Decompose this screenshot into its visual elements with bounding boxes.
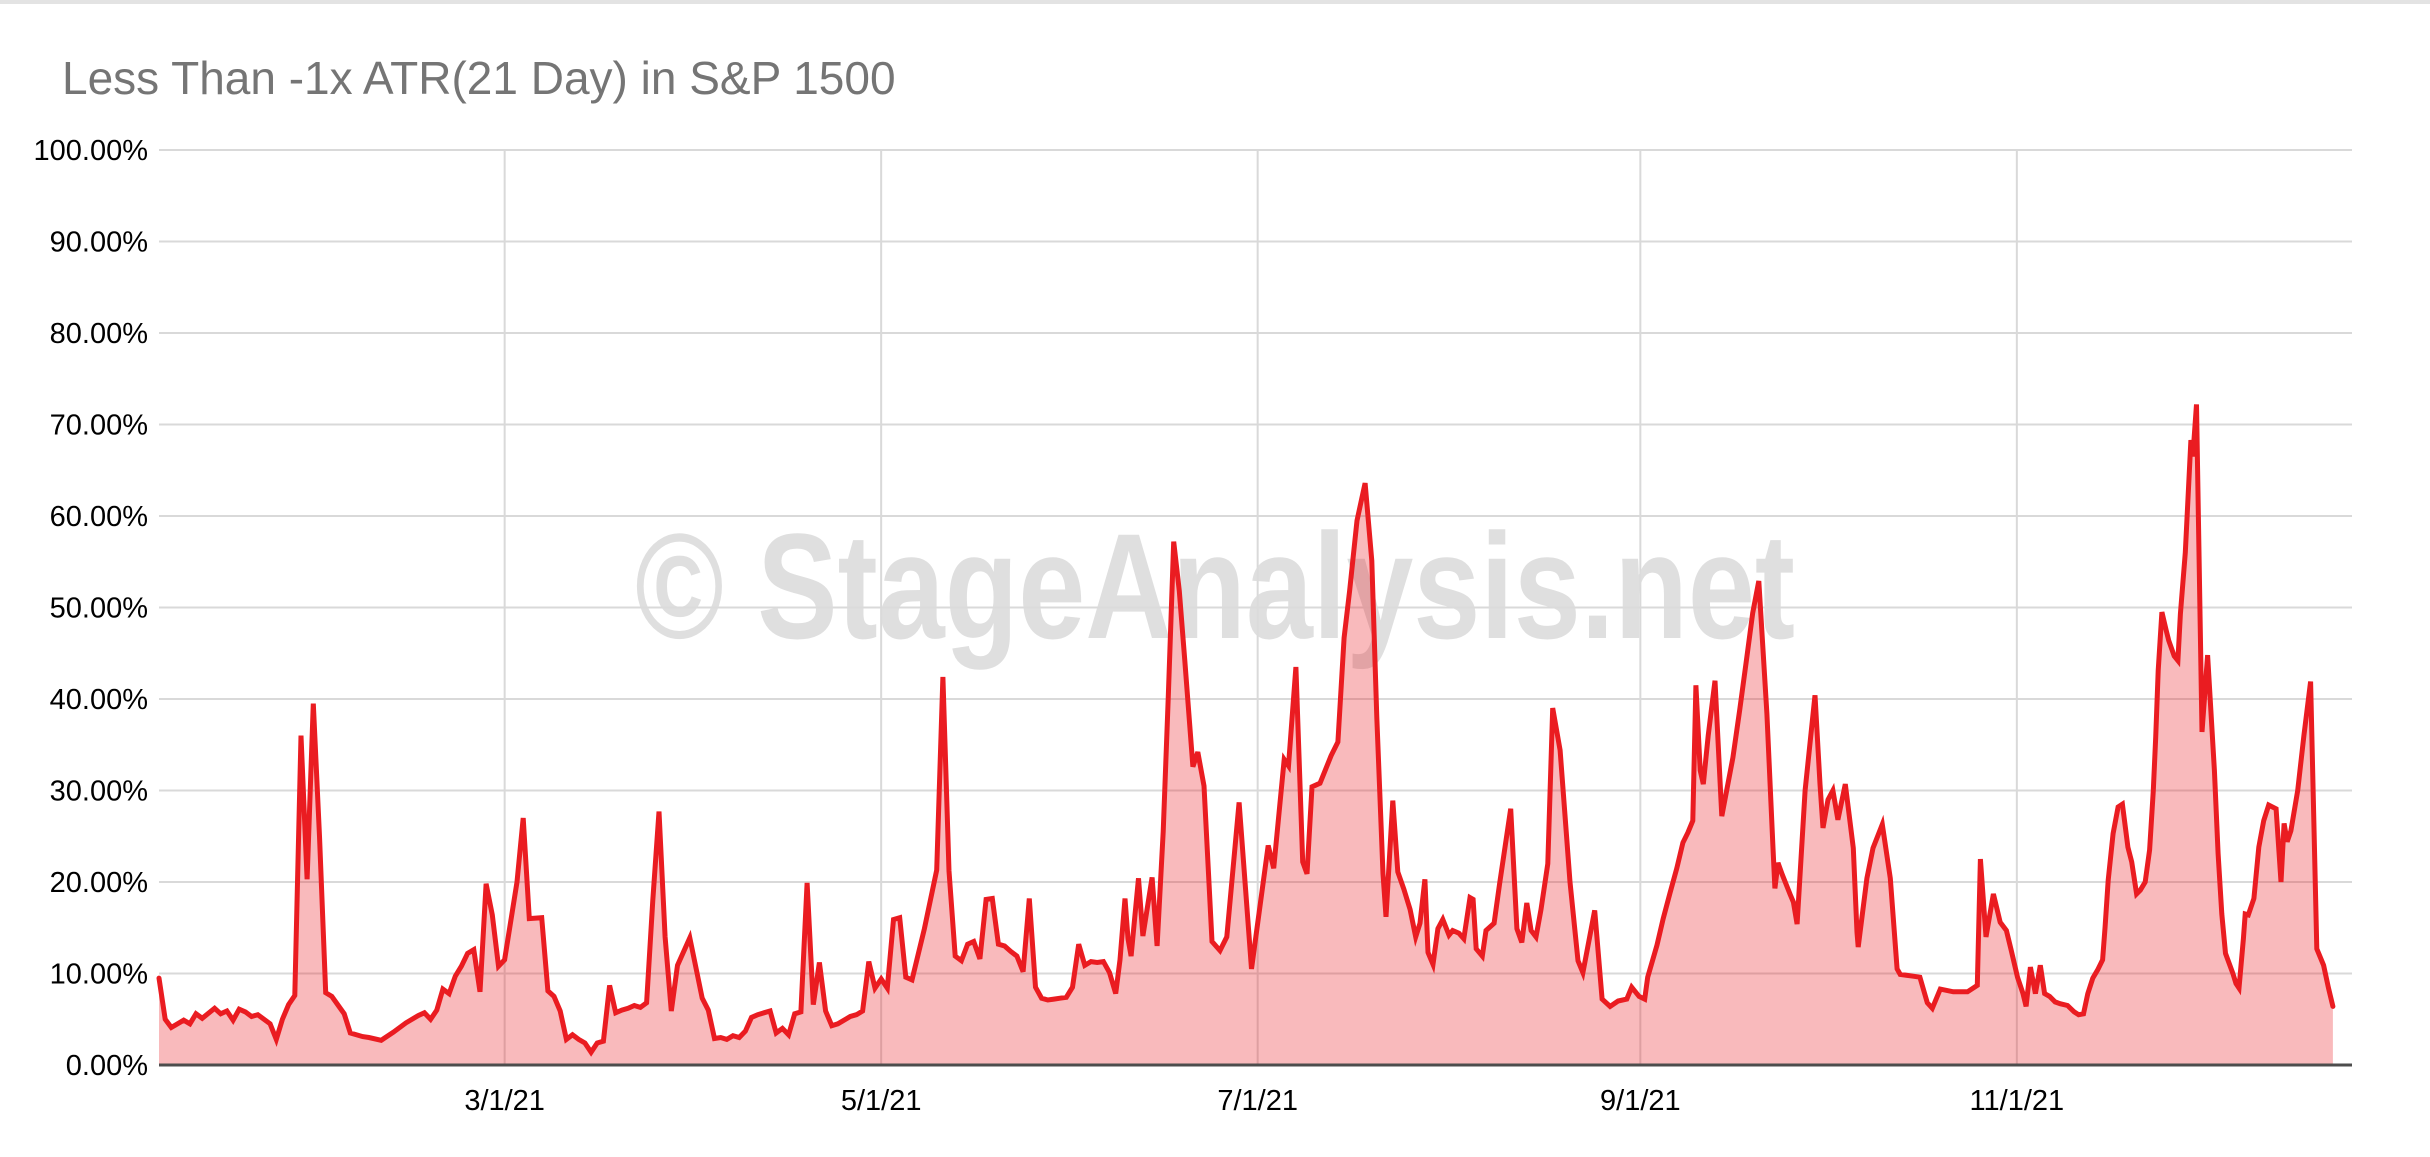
x-axis-tick-label: 3/1/21 [464,1085,545,1117]
watermark: © StageAnalysis.net [635,502,1795,670]
y-axis-tick-label: 80.00% [50,318,148,350]
y-axis-labels: 0.00% 10.00% 20.00% 30.00% 40.00% 50.00% 60.00… [34,135,149,1082]
y-axis-tick-label: 30.00% [50,776,148,808]
y-axis-tick-label: 0.00% [66,1050,148,1082]
x-axis-labels: 3/1/21 5/1/21 7/1/21 9/1/21 11/1/21 [464,1085,2064,1117]
y-axis-tick-label: 40.00% [50,684,148,716]
series-area [159,404,2333,1065]
y-axis-tick-label: 10.00% [50,959,148,991]
x-axis-tick-label: 5/1/21 [841,1085,922,1117]
x-axis-tick-label: 11/1/21 [1970,1085,2065,1117]
x-axis-tick-label: 7/1/21 [1217,1085,1298,1117]
y-axis-tick-label: 70.00% [50,410,148,442]
window-chrome-strip [0,0,2430,4]
x-axis-tick-label: 9/1/21 [1600,1085,1681,1117]
y-axis-tick-label: 90.00% [50,227,148,259]
y-axis-tick-label: 60.00% [50,501,148,533]
y-axis-tick-label: 50.00% [50,593,148,625]
y-axis-tick-label: 20.00% [50,867,148,899]
series-line [156,404,2336,1057]
y-axis-tick-label: 100.00% [34,135,149,167]
chart-title: Less Than -1x ATR(21 Day) in S&P 1500 [62,52,896,104]
gridlines [159,149,2352,1065]
